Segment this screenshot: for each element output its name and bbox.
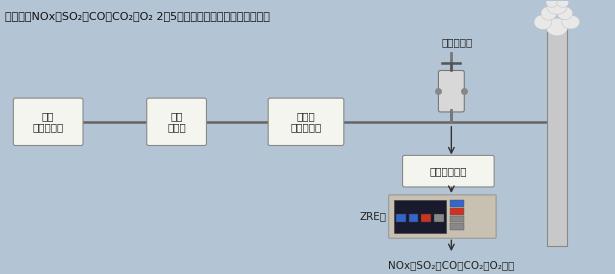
Bar <box>450 224 464 230</box>
Text: 可同时对NOx、SO₂、CO、CO₂、O₂ 2的5种组分气体浓度进行连续测量。: 可同时对NOx、SO₂、CO、CO₂、O₂ 2的5种组分气体浓度进行连续测量。 <box>6 11 270 21</box>
Text: 气体采样器: 气体采样器 <box>442 37 473 47</box>
Bar <box>408 214 418 221</box>
Ellipse shape <box>562 15 580 29</box>
FancyBboxPatch shape <box>14 98 83 145</box>
Bar <box>547 29 567 246</box>
Bar <box>434 214 445 221</box>
Text: 气体采样器件: 气体采样器件 <box>430 166 467 176</box>
FancyBboxPatch shape <box>147 98 207 145</box>
Ellipse shape <box>546 18 568 36</box>
Text: ZRE型: ZRE型 <box>360 212 387 222</box>
Bar <box>394 200 446 233</box>
FancyBboxPatch shape <box>389 195 496 238</box>
Ellipse shape <box>557 7 573 20</box>
Ellipse shape <box>546 0 558 7</box>
Ellipse shape <box>534 15 552 30</box>
Bar <box>450 216 464 222</box>
Text: 空气
加热器: 空气 加热器 <box>167 111 186 133</box>
Bar <box>395 214 405 221</box>
Ellipse shape <box>541 6 557 20</box>
Bar <box>450 200 464 207</box>
Text: NOx、SO₂、CO、CO₂、O₂测量: NOx、SO₂、CO、CO₂、O₂测量 <box>388 260 515 270</box>
Ellipse shape <box>557 0 569 7</box>
FancyBboxPatch shape <box>403 155 494 187</box>
Text: 锅炉
燃料：重油: 锅炉 燃料：重油 <box>33 111 64 133</box>
Bar <box>421 214 432 221</box>
FancyBboxPatch shape <box>438 70 464 112</box>
FancyBboxPatch shape <box>268 98 344 145</box>
Bar <box>450 208 464 215</box>
Text: 集尘机
袋式除尘器: 集尘机 袋式除尘器 <box>290 111 322 133</box>
Ellipse shape <box>547 0 567 14</box>
